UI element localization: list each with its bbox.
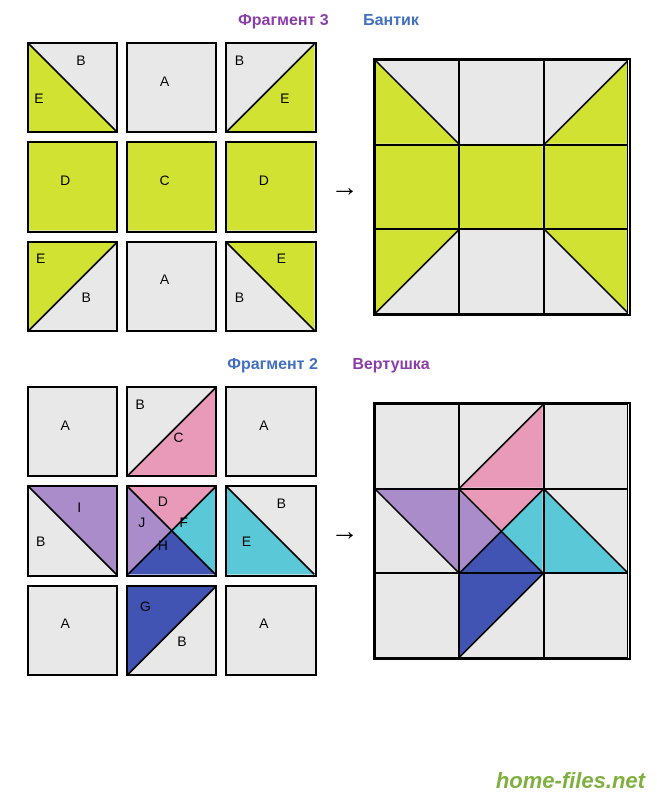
quilt-cell: EB xyxy=(225,241,316,332)
quilt-cell: BE xyxy=(225,42,316,133)
title-row-1: Фрагмент 3 Бантик xyxy=(0,0,657,38)
title-row-2: Фрагмент 2 Вертушка xyxy=(0,344,657,382)
quilt-cell: IB xyxy=(27,485,118,576)
quilt-cell: EB xyxy=(27,241,118,332)
watermark-text: home-files.net xyxy=(496,768,645,794)
quilt-cell xyxy=(375,489,460,574)
quilt-cell: A xyxy=(27,386,118,477)
quilt-cell xyxy=(544,489,629,574)
fragment-3-label: Фрагмент 3 xyxy=(238,12,329,30)
quilt-cell xyxy=(544,145,629,230)
quilt-cell: A xyxy=(126,241,217,332)
quilt-cell xyxy=(375,60,460,145)
fragment-3-name: Бантик xyxy=(363,12,419,30)
quilt-cell: GB xyxy=(126,585,217,676)
quilt-cell: C xyxy=(126,141,217,232)
quilt-cell xyxy=(459,145,544,230)
fragment-2-name: Вертушка xyxy=(352,356,429,374)
quilt-cell xyxy=(544,229,629,314)
fragment-2-label: Фрагмент 2 xyxy=(227,356,318,374)
quilt-cell xyxy=(544,60,629,145)
quilt-cell xyxy=(459,229,544,314)
quilt-cell xyxy=(544,404,629,489)
quilt-cell xyxy=(459,60,544,145)
quilt-cell: DJFH xyxy=(126,485,217,576)
quilt-cell xyxy=(375,229,460,314)
assembled-grid-2 xyxy=(373,402,631,660)
quilt-cell: BE xyxy=(225,485,316,576)
exploded-grid-2: ABCAIBDJFHBEAGBA xyxy=(27,386,317,676)
exploded-grid-1: BEABEDCDEBAEB xyxy=(27,42,317,332)
arrow-icon: → xyxy=(331,171,359,203)
quilt-cell: D xyxy=(225,141,316,232)
quilt-cell: A xyxy=(225,585,316,676)
assembled-grid-1 xyxy=(373,58,631,316)
quilt-cell xyxy=(375,404,460,489)
quilt-cell xyxy=(544,573,629,658)
section-pinwheel: ABCAIBDJFHBEAGBA → xyxy=(0,382,657,688)
quilt-cell: A xyxy=(225,386,316,477)
arrow-icon: → xyxy=(331,515,359,547)
quilt-cell: D xyxy=(27,141,118,232)
quilt-cell xyxy=(459,489,544,574)
quilt-cell xyxy=(375,145,460,230)
quilt-cell xyxy=(459,404,544,489)
quilt-cell: A xyxy=(126,42,217,133)
quilt-cell: BE xyxy=(27,42,118,133)
quilt-cell xyxy=(459,573,544,658)
quilt-cell: BC xyxy=(126,386,217,477)
section-bantik: BEABEDCDEBAEB → xyxy=(0,38,657,344)
quilt-cell: A xyxy=(27,585,118,676)
quilt-cell xyxy=(375,573,460,658)
